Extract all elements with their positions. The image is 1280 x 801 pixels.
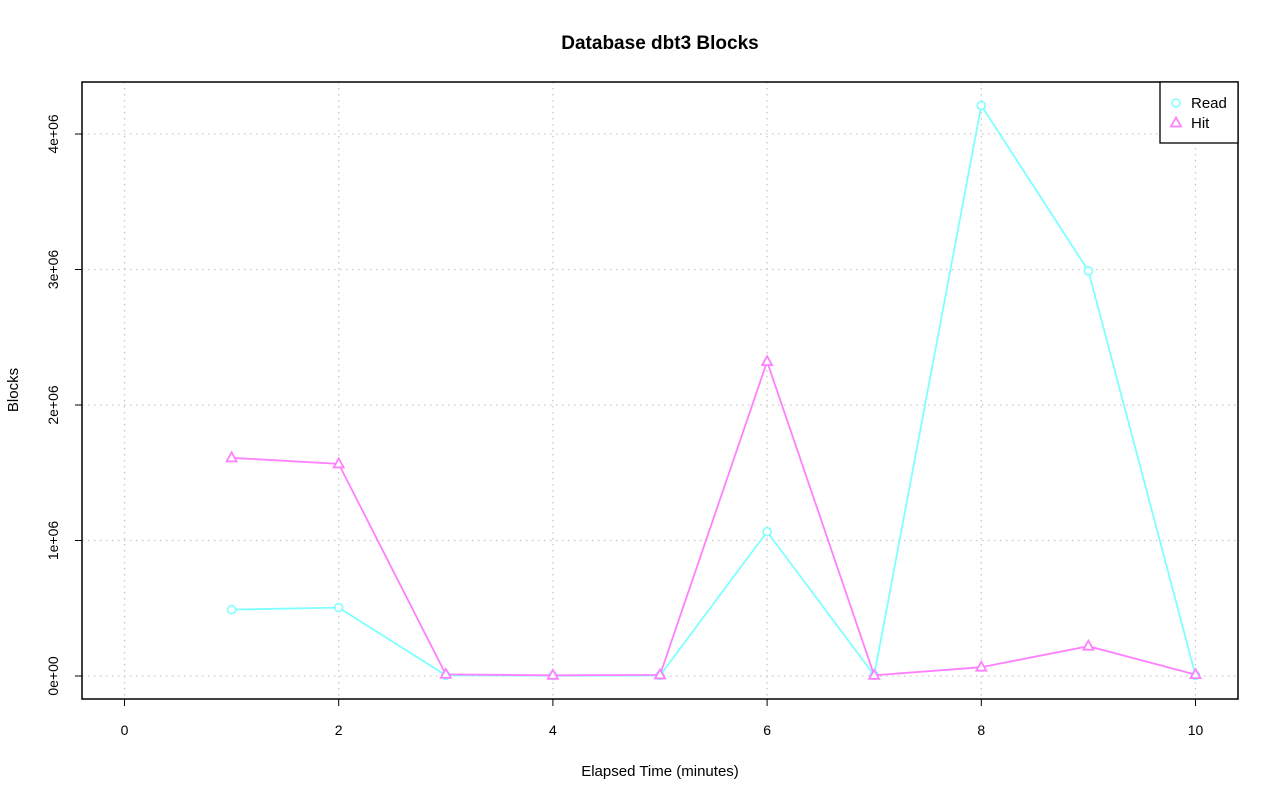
y-tick-label: 4e+06	[45, 114, 61, 154]
y-axis: 0e+00 1e+06 2e+06 3e+06 4e+06	[45, 114, 82, 696]
series-line-hit	[231, 358, 1196, 677]
x-tick-label: 2	[335, 722, 343, 738]
legend-marker-read	[1171, 98, 1181, 108]
legend-marker-hit	[1169, 115, 1183, 128]
chart-title: Database dbt3 Blocks	[561, 33, 758, 54]
plot-frame	[81, 81, 1239, 700]
data-point-hit	[1188, 667, 1203, 680]
y-tick-label: 3e+06	[45, 250, 61, 290]
data-point-hit	[225, 450, 239, 463]
data-point-read	[226, 604, 237, 615]
series-read	[226, 100, 1201, 681]
y-axis-label: Blocks	[5, 368, 22, 412]
series-line-read	[231, 103, 1197, 678]
data-point-read	[762, 526, 772, 537]
x-tick-label: 10	[1188, 722, 1204, 738]
data-point-hit	[439, 667, 453, 679]
data-point-read	[333, 602, 344, 613]
x-axis: 0 2 4 6 8 10	[121, 699, 1204, 738]
y-tick-label: 2e+06	[45, 385, 61, 425]
x-tick-label: 8	[977, 722, 985, 738]
data-point-hit	[546, 667, 560, 680]
data-point-read	[1083, 266, 1094, 276]
y-tick-label: 1e+06	[45, 521, 61, 561]
legend-label-read: Read	[1191, 95, 1227, 112]
x-axis-label: Elapsed Time (minutes)	[581, 763, 739, 780]
data-point-hit	[653, 667, 667, 680]
data-point-hit	[332, 456, 346, 469]
legend: Read Hit	[1159, 81, 1239, 144]
data-point-read	[976, 100, 987, 111]
legend-label-hit: Hit	[1191, 115, 1210, 132]
data-point-hit	[867, 667, 881, 680]
x-tick-label: 4	[549, 722, 557, 738]
grid-lines	[82, 82, 1238, 699]
data-point-hit	[760, 354, 774, 367]
data-point-hit	[974, 659, 988, 672]
series-hit	[225, 354, 1203, 680]
y-tick-label: 0e+00	[45, 656, 61, 696]
data-point-hit	[1081, 638, 1095, 651]
x-tick-label: 0	[121, 722, 129, 738]
x-tick-label: 6	[763, 722, 771, 738]
legend-box	[1159, 81, 1239, 144]
series-layer	[225, 100, 1203, 681]
